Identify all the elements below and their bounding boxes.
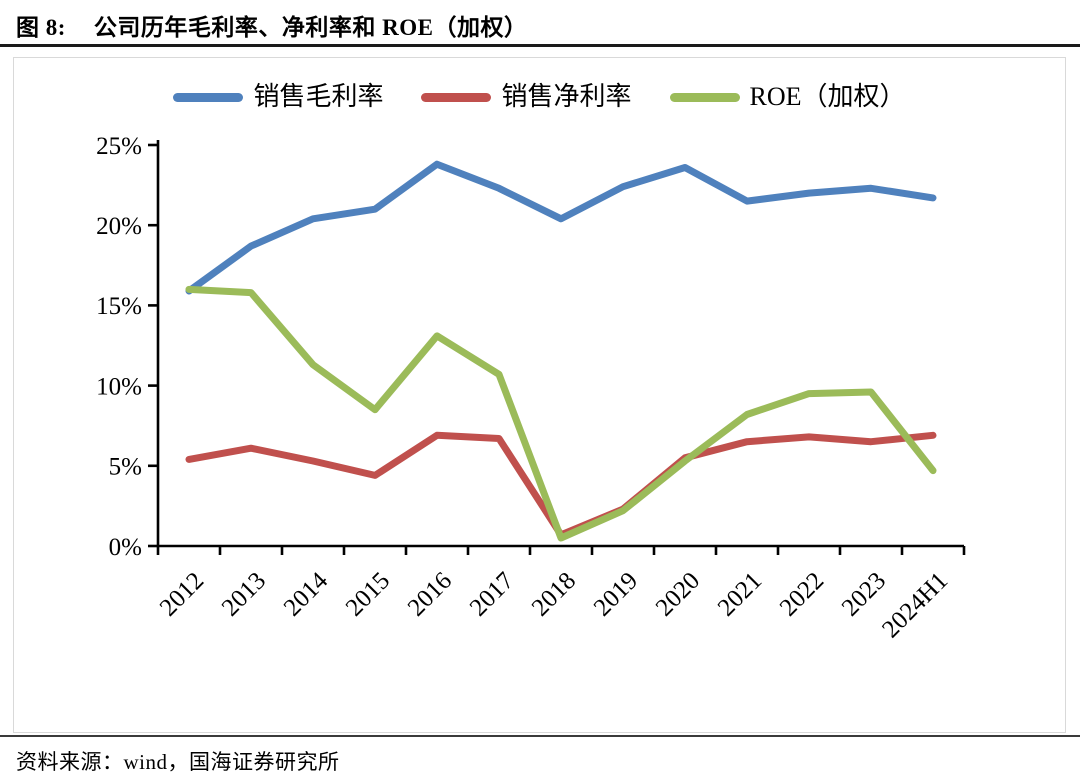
legend-swatch — [421, 92, 492, 102]
x-tick-label: 2023 — [837, 567, 891, 621]
figure-title-text: 公司历年毛利率、净利率和 ROE（加权） — [93, 15, 528, 40]
y-tick-label: 25% — [96, 133, 142, 160]
x-tick-label: 2015 — [341, 567, 395, 621]
legend-label: 销售净利率 — [501, 82, 632, 111]
y-tick-label: 10% — [96, 373, 142, 400]
footer-divider — [0, 735, 1080, 737]
figure-number: 图 8: — [16, 15, 66, 40]
title-divider — [0, 44, 1080, 47]
source-note: 资料来源：wind，国海证券研究所 — [16, 750, 340, 774]
x-tick-label: 2013 — [217, 567, 271, 621]
x-tick-label: 2016 — [403, 567, 457, 621]
x-tick-label: 2021 — [713, 567, 767, 621]
figure-title: 图 8: 公司历年毛利率、净利率和 ROE（加权） — [16, 8, 1064, 42]
y-tick-label: 20% — [96, 213, 142, 240]
x-tick-label: 2022 — [775, 567, 829, 621]
x-tick-label: 2019 — [589, 567, 643, 621]
chart-container: 销售毛利率 销售净利率 ROE（加权） 0% 5% 10% 15% 20% 25% 2012… — [13, 57, 1066, 733]
y-tick-label: 15% — [96, 293, 142, 320]
legend-item-gross-margin: 销售毛利率 — [173, 84, 383, 110]
legend-label: ROE（加权） — [749, 82, 906, 111]
legend-item-roe: ROE（加权） — [669, 82, 906, 111]
series-line-2 — [185, 285, 937, 542]
series-line-1 — [185, 431, 937, 539]
axes — [156, 140, 964, 548]
x-tick-label: 2017 — [465, 567, 519, 621]
x-tick-label: 2014 — [279, 567, 334, 622]
x-tick-label: 2018 — [527, 567, 581, 621]
chart-legend: 销售毛利率 销售净利率 ROE（加权） — [14, 84, 1065, 110]
x-tick-label: 2020 — [651, 567, 705, 621]
y-tick-label: 5% — [109, 454, 142, 481]
series-line-0 — [185, 160, 937, 295]
plot-area: 0% 5% 10% 15% 20% 25% 2012 2013 2014 2015 2016 2017… — [96, 133, 966, 643]
x-tick-label: 2012 — [155, 567, 209, 621]
legend-swatch — [173, 92, 244, 102]
legend-label: 销售毛利率 — [253, 82, 384, 111]
legend-item-net-margin: 销售净利率 — [421, 82, 632, 111]
y-tick-label: 0% — [109, 534, 142, 561]
legend-swatch — [669, 92, 740, 102]
x-tick-label: 2024H1 — [877, 567, 953, 643]
